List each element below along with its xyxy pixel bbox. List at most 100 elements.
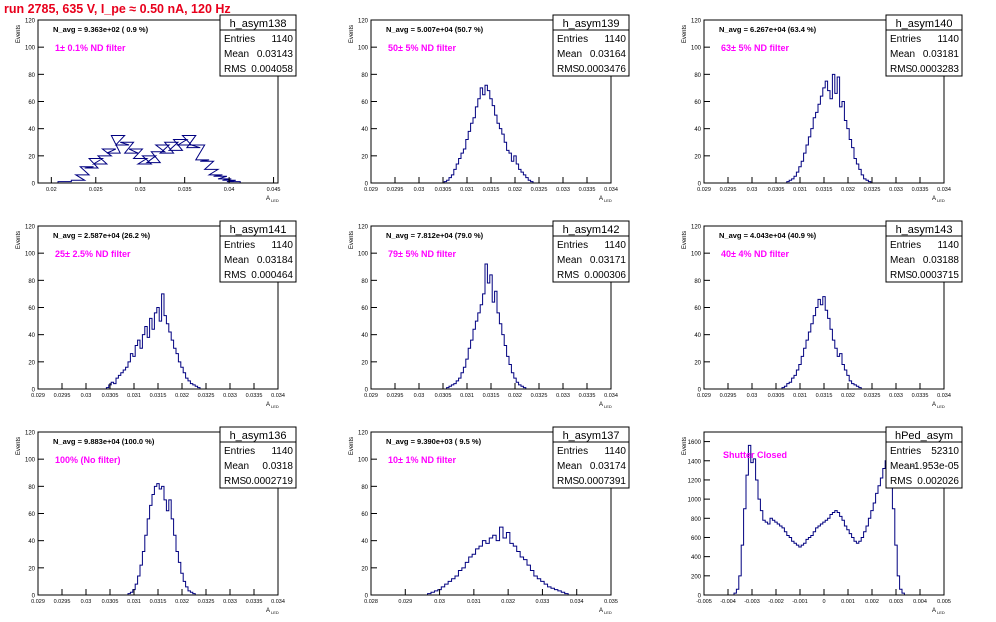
x-tick-label: 0.0295 <box>54 599 71 605</box>
x-tick-label: 0.033 <box>223 599 237 605</box>
y-tick-label: 100 <box>25 252 36 258</box>
stats-value-rms: 0.0003476 <box>579 64 627 75</box>
x-axis-label: A <box>266 402 270 408</box>
y-tick-label: 120 <box>358 225 369 231</box>
histogram-title: h_asym138 <box>230 18 287 30</box>
stats-value-rms: 0.000464 <box>251 270 293 281</box>
x-tick-label: 0.033 <box>889 393 903 399</box>
stats-box <box>885 426 963 489</box>
stats-label-rms: RMS <box>890 476 913 487</box>
x-tick-label: 0.029 <box>31 393 45 399</box>
y-axis-label: Events <box>16 25 22 43</box>
stats-label-mean: Mean <box>557 255 582 266</box>
x-tick-label: 0.032 <box>175 393 189 399</box>
x-axis-label-sub: LED <box>271 610 279 615</box>
y-axis-label: Events <box>16 231 22 249</box>
histogram-title: h_asym137 <box>563 430 620 442</box>
x-tick-label: 0.032 <box>175 599 189 605</box>
stats-value-rms: 0.0003715 <box>912 270 960 281</box>
x-tick-label: 0.031 <box>460 187 474 193</box>
x-tick-label: 0.033 <box>889 187 903 193</box>
y-tick-label: 80 <box>361 279 368 285</box>
y-tick-label: 80 <box>28 485 35 491</box>
stats-label-entries: Entries <box>890 446 921 457</box>
y-tick-label: 80 <box>361 73 368 79</box>
y-tick-label: 0 <box>32 594 36 600</box>
stats-label-entries: Entries <box>224 240 255 251</box>
y-axis-label: Events <box>682 231 688 249</box>
x-tick-label: 0.03 <box>414 393 425 399</box>
x-tick-label: 0.0315 <box>816 187 833 193</box>
stats-label-mean: Mean <box>224 49 249 60</box>
stats-value-rms: 0.002026 <box>917 476 959 487</box>
x-tick-label: 0.0295 <box>720 187 737 193</box>
x-axis-label: A <box>599 196 603 202</box>
y-tick-label: 60 <box>28 512 35 518</box>
y-tick-label: 40 <box>28 333 35 339</box>
y-tick-label: 20 <box>694 154 701 160</box>
x-tick-label: 0.032 <box>501 599 515 605</box>
stats-box <box>552 426 630 489</box>
n-avg-label: N_avg = 7.812e+04 (79.0 %) <box>386 231 484 240</box>
stats-value-mean: 0.03181 <box>923 49 960 60</box>
y-tick-label: 60 <box>28 306 35 312</box>
x-tick-label: 0.0325 <box>198 393 215 399</box>
filter-label: 25± 2.5% ND filter <box>55 249 131 259</box>
x-tick-label: 0.031 <box>467 599 481 605</box>
stats-label-mean: Mean <box>557 461 582 472</box>
filter-label: 79± 5% ND filter <box>388 249 456 259</box>
x-tick-label: 0.005 <box>937 599 951 605</box>
x-tick-label: 0.0305 <box>435 393 452 399</box>
x-tick-label: 0.035 <box>178 187 192 193</box>
y-tick-label: 20 <box>28 360 35 366</box>
stats-value-entries: 1140 <box>604 240 626 251</box>
y-tick-label: 40 <box>361 539 368 545</box>
y-tick-label: 60 <box>694 306 701 312</box>
x-tick-label: 0.0315 <box>816 393 833 399</box>
stats-label-entries: Entries <box>557 34 588 45</box>
stats-label-mean: Mean <box>890 461 915 472</box>
y-axis-label: Events <box>349 437 355 455</box>
x-tick-label: 0.031 <box>793 393 807 399</box>
x-tick-label: 0.032 <box>508 393 522 399</box>
x-tick-label: 0.031 <box>127 393 141 399</box>
y-tick-label: 40 <box>694 333 701 339</box>
x-tick-label: 0.0325 <box>864 393 881 399</box>
y-tick-label: 60 <box>28 100 35 106</box>
y-tick-label: 0 <box>365 388 369 394</box>
x-tick-label: 0.0295 <box>54 393 71 399</box>
x-axis-label: A <box>266 608 270 614</box>
x-tick-label: 0.03 <box>747 393 758 399</box>
y-tick-label: 0 <box>698 594 702 600</box>
stats-value-mean: 0.03164 <box>590 49 627 60</box>
x-tick-label: 0.0335 <box>246 393 263 399</box>
y-tick-label: 80 <box>361 485 368 491</box>
y-tick-label: 20 <box>28 566 35 572</box>
stats-value-mean: 0.03188 <box>923 255 960 266</box>
y-tick-label: 40 <box>361 127 368 133</box>
y-tick-label: 800 <box>691 517 702 523</box>
stats-label-entries: Entries <box>557 240 588 251</box>
x-tick-label: 0.029 <box>364 187 378 193</box>
y-tick-label: 40 <box>28 539 35 545</box>
stats-value-rms: 0.0003283 <box>912 64 960 75</box>
filter-label: 1± 0.1% ND filter <box>55 43 126 53</box>
filter-label: 40± 4% ND filter <box>721 249 789 259</box>
y-axis-label: Events <box>349 25 355 43</box>
x-tick-label: 0.03 <box>414 187 425 193</box>
stats-value-rms: 0.004058 <box>251 64 293 75</box>
x-tick-label: 0.0315 <box>483 187 500 193</box>
x-tick-label: 0.034 <box>604 187 618 193</box>
x-tick-label: 0.029 <box>697 393 711 399</box>
x-tick-label: 0.032 <box>508 187 522 193</box>
stats-value-entries: 1140 <box>271 34 293 45</box>
x-axis-label: A <box>932 402 936 408</box>
stats-label-mean: Mean <box>224 461 249 472</box>
histogram-line <box>446 263 527 389</box>
stats-label-entries: Entries <box>890 34 921 45</box>
stats-box <box>885 14 963 77</box>
x-tick-label: 0.03 <box>434 599 445 605</box>
x-axis-label-sub: LED <box>271 198 279 203</box>
y-axis-label: Events <box>682 25 688 43</box>
histogram-line <box>57 134 241 183</box>
